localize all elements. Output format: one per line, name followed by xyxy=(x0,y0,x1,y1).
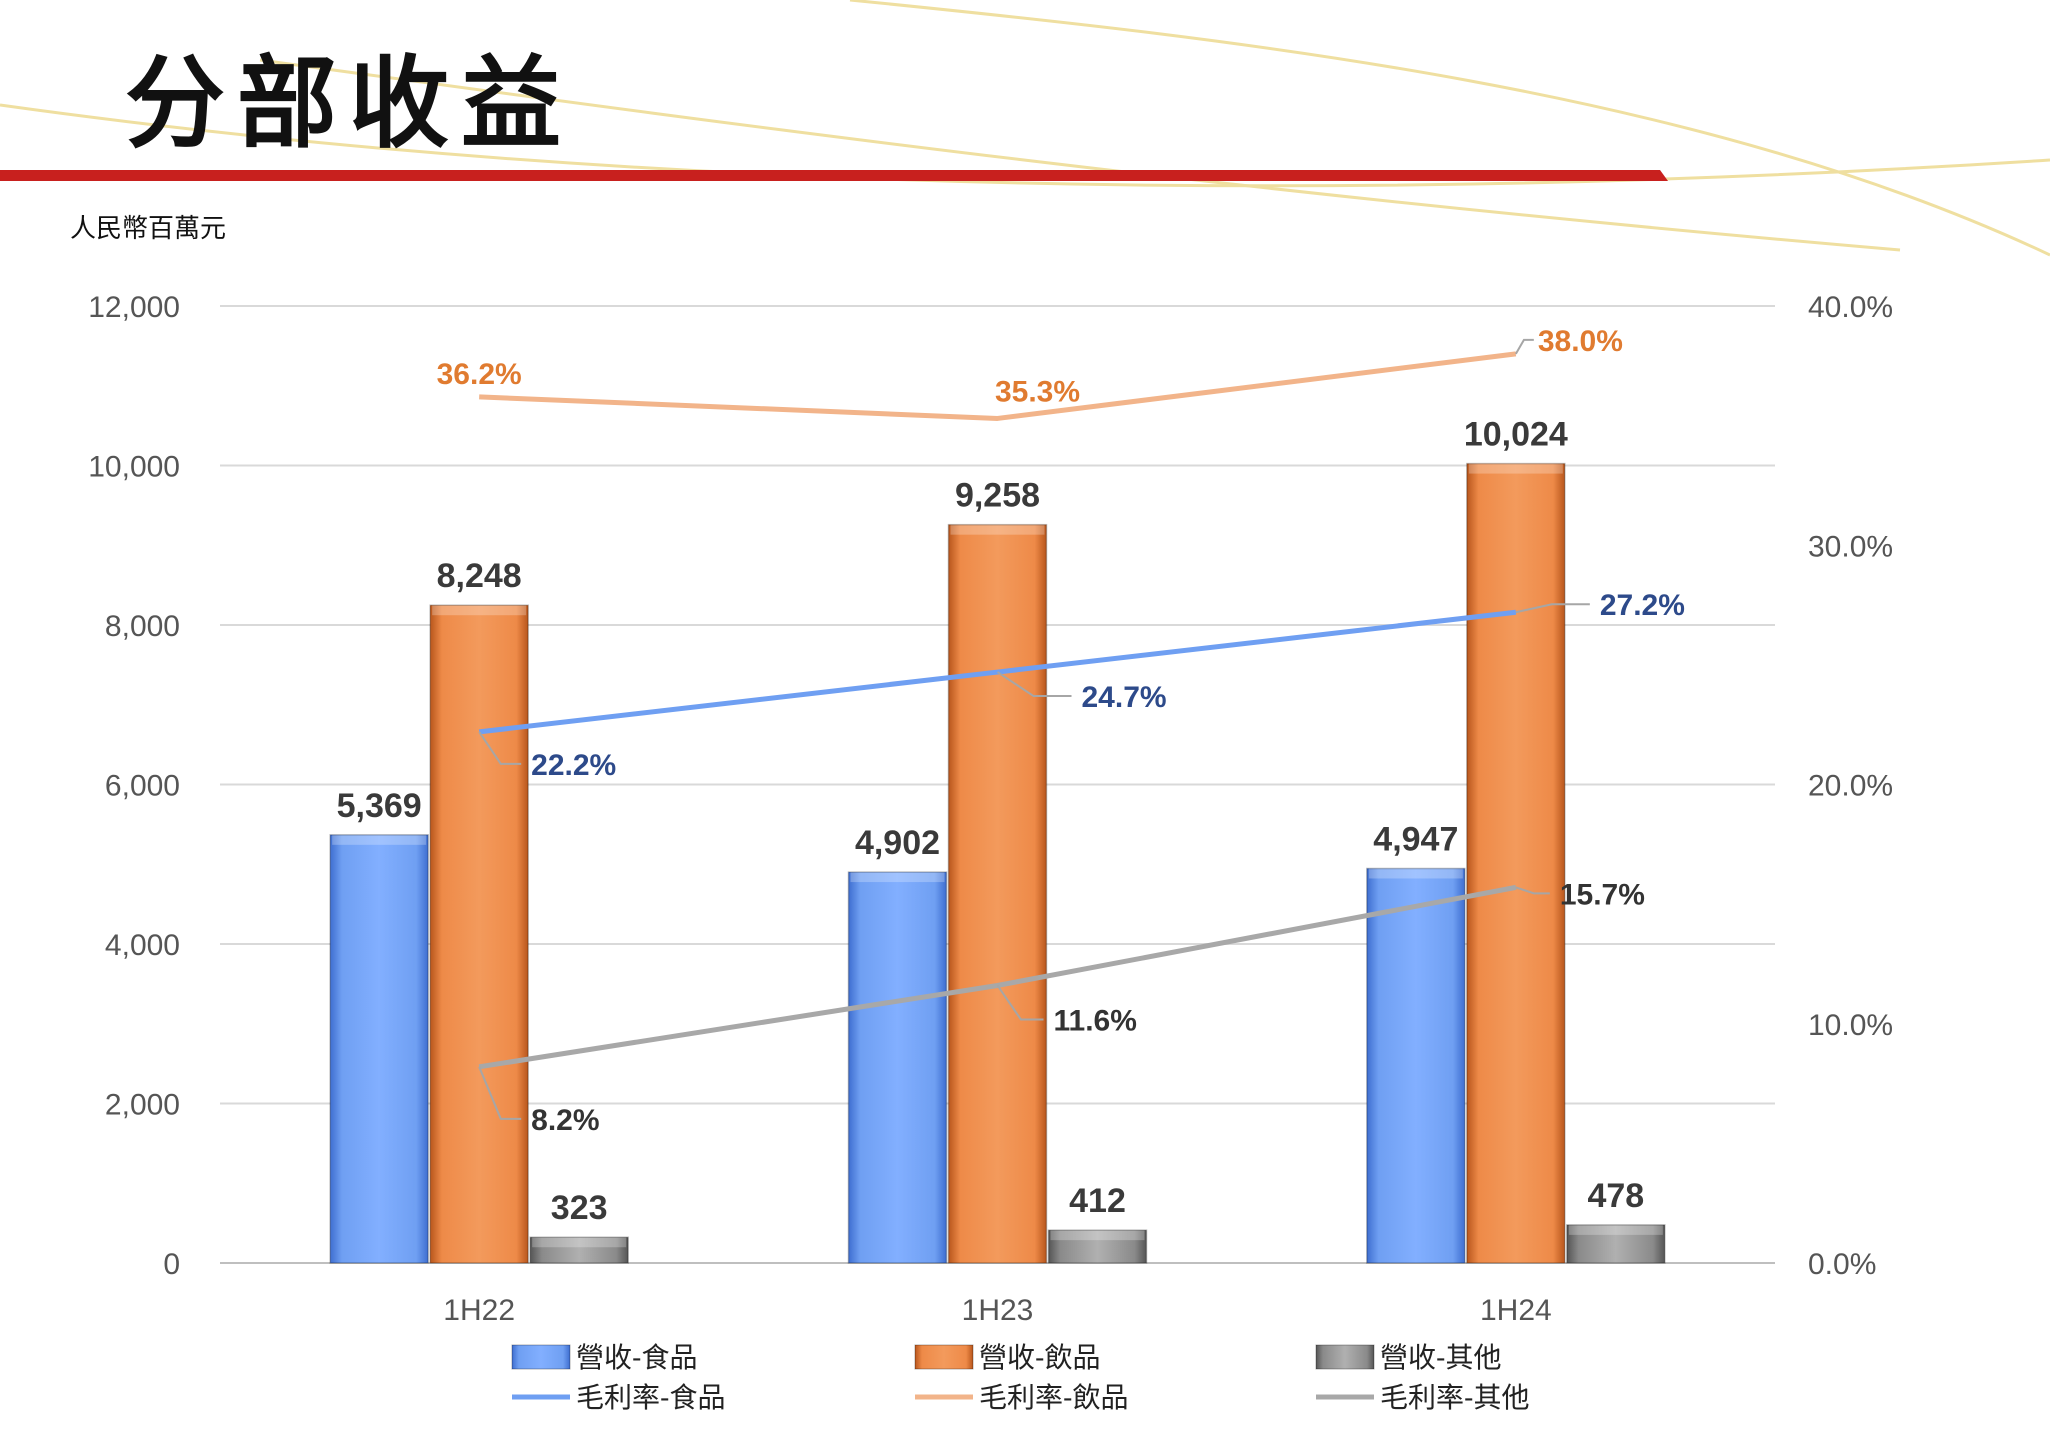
legend-item: 毛利率-食品 xyxy=(512,1381,725,1414)
y-left-tick-label: 6,000 xyxy=(105,770,180,803)
bar xyxy=(1466,462,1566,1264)
line-value-label: 11.6% xyxy=(1054,1004,1137,1037)
y-left-tick-label: 2,000 xyxy=(105,1089,180,1122)
leader-line xyxy=(1515,603,1590,614)
bar xyxy=(529,1236,629,1264)
y-axis-right: 0.0% 10.0% 20.0% 30.0% 40.0% xyxy=(1808,291,1893,1281)
y-left-tick-label: 12,000 xyxy=(88,291,180,324)
legend-swatch xyxy=(511,1344,571,1370)
header-rule xyxy=(0,170,1668,181)
legend-item: 毛利率-其他 xyxy=(1316,1381,1529,1414)
line-value-label: 24.7% xyxy=(1082,681,1167,714)
bar-value-label: 8,248 xyxy=(437,557,522,595)
x-tick-label: 1H22 xyxy=(443,1294,515,1327)
legend-label: 營收-飲品 xyxy=(979,1341,1100,1374)
bar xyxy=(329,834,429,1264)
legend-swatch xyxy=(1315,1344,1375,1370)
legend-label: 毛利率-其他 xyxy=(1380,1381,1529,1414)
leader-line xyxy=(996,671,1072,698)
bar-value-label: 5,369 xyxy=(337,787,422,825)
bar xyxy=(429,604,529,1264)
y-right-tick-label: 40.0% xyxy=(1808,291,1893,324)
y-axis-left: 0 2,000 4,000 6,000 8,000 10,000 12,000 xyxy=(88,291,180,1281)
y-right-tick-label: 20.0% xyxy=(1808,770,1893,803)
line-value-label: 27.2% xyxy=(1600,589,1685,622)
bar xyxy=(1047,1229,1148,1264)
y-left-tick-label: 10,000 xyxy=(88,451,180,484)
x-tick-label: 1H24 xyxy=(1480,1294,1552,1327)
legend-label: 毛利率-飲品 xyxy=(979,1381,1128,1414)
bar-value-label: 4,947 xyxy=(1373,820,1458,858)
leader-line xyxy=(996,984,1044,1021)
bar-value-label: 9,258 xyxy=(955,477,1040,515)
bar-value-label: 412 xyxy=(1069,1182,1126,1220)
bar-value-label: 10,024 xyxy=(1464,416,1568,454)
bar-value-label: 323 xyxy=(551,1189,608,1227)
unit-label: 人民幣百萬元 xyxy=(70,214,226,244)
line-beverage-margin xyxy=(479,351,1517,421)
line-value-label: 36.2% xyxy=(437,358,522,391)
line-value-label: 22.2% xyxy=(531,749,616,782)
legend-label: 營收-食品 xyxy=(576,1341,697,1374)
x-axis: 1H22 1H23 1H24 xyxy=(443,1294,1551,1327)
leader-line xyxy=(478,1066,522,1120)
y-left-tick-label: 4,000 xyxy=(105,929,180,962)
bar xyxy=(1366,867,1466,1264)
line-value-label: 8.2% xyxy=(531,1104,599,1137)
y-left-tick-label: 0 xyxy=(163,1248,180,1281)
y-left-tick-label: 8,000 xyxy=(105,610,180,643)
legend-item: 營收-食品 xyxy=(511,1341,697,1374)
leader-line xyxy=(1515,886,1550,895)
bar xyxy=(1566,1224,1666,1264)
legend-swatch xyxy=(914,1344,974,1370)
bar-value-label: 478 xyxy=(1587,1177,1644,1215)
y-right-tick-label: 0.0% xyxy=(1808,1248,1876,1281)
legend-item: 營收-其他 xyxy=(1315,1341,1501,1374)
line-value-label: 15.7% xyxy=(1560,878,1645,911)
page-title: 分部收益 xyxy=(125,44,573,162)
bar xyxy=(947,523,1048,1264)
legend-label: 營收-其他 xyxy=(1380,1341,1501,1374)
bar xyxy=(847,871,948,1264)
line-series xyxy=(478,338,1590,1120)
x-tick-label: 1H23 xyxy=(962,1294,1034,1327)
bar-series xyxy=(329,462,1666,1264)
y-right-tick-label: 30.0% xyxy=(1808,530,1893,563)
line-value-label: 35.3% xyxy=(995,375,1080,408)
legend-label: 毛利率-食品 xyxy=(576,1381,725,1414)
leader-line xyxy=(478,731,522,765)
y-right-tick-label: 10.0% xyxy=(1808,1009,1893,1042)
legend-item: 營收-飲品 xyxy=(914,1341,1100,1374)
bar-value-label: 4,902 xyxy=(855,824,940,862)
data-labels: 5,369 4,902 4,947 8,248 9,258 10,024 323 412 478… xyxy=(337,325,1685,1227)
legend-item: 毛利率-飲品 xyxy=(915,1381,1128,1414)
leader-line xyxy=(1514,338,1534,355)
line-value-label: 38.0% xyxy=(1538,325,1623,358)
